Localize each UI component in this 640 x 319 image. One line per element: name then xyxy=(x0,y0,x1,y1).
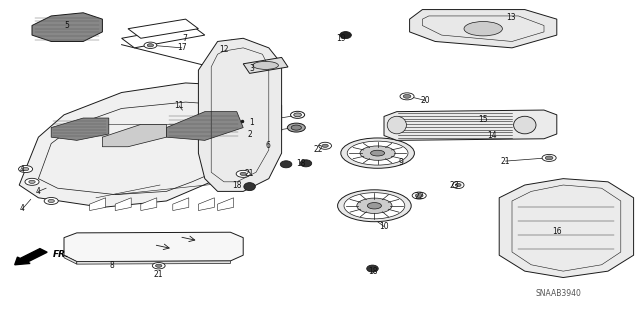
Ellipse shape xyxy=(287,123,305,132)
Polygon shape xyxy=(384,110,557,140)
Ellipse shape xyxy=(367,203,381,209)
Polygon shape xyxy=(64,232,243,262)
Polygon shape xyxy=(77,261,230,264)
Text: 21: 21 xyxy=(501,157,510,166)
Polygon shape xyxy=(410,10,557,48)
Polygon shape xyxy=(90,198,106,211)
Ellipse shape xyxy=(152,263,165,269)
Text: 16: 16 xyxy=(552,227,562,236)
Ellipse shape xyxy=(29,180,35,183)
Text: 22: 22 xyxy=(314,145,323,154)
FancyArrow shape xyxy=(15,249,47,265)
Text: 3: 3 xyxy=(249,64,254,73)
Text: 14: 14 xyxy=(486,131,497,140)
Text: 17: 17 xyxy=(177,43,187,52)
Ellipse shape xyxy=(464,21,502,36)
Text: 6: 6 xyxy=(265,141,270,150)
Text: FR.: FR. xyxy=(52,250,69,259)
Text: 5: 5 xyxy=(65,21,70,30)
Ellipse shape xyxy=(291,125,301,130)
Text: 1: 1 xyxy=(249,118,254,127)
Ellipse shape xyxy=(240,172,246,175)
Ellipse shape xyxy=(25,178,39,185)
Polygon shape xyxy=(32,13,102,41)
Text: 8: 8 xyxy=(109,261,115,270)
Text: 18: 18 xyxy=(296,159,305,168)
Ellipse shape xyxy=(44,197,58,204)
Text: 22: 22 xyxy=(415,192,424,201)
Polygon shape xyxy=(198,198,214,211)
Ellipse shape xyxy=(403,94,411,98)
Text: 18: 18 xyxy=(368,267,377,276)
Polygon shape xyxy=(115,198,131,211)
Ellipse shape xyxy=(513,116,536,134)
Polygon shape xyxy=(141,198,157,211)
Polygon shape xyxy=(64,255,77,264)
Text: 20: 20 xyxy=(420,96,431,105)
Ellipse shape xyxy=(19,166,33,173)
Text: 18: 18 xyxy=(232,181,241,189)
Ellipse shape xyxy=(412,192,426,199)
Ellipse shape xyxy=(156,264,162,267)
Ellipse shape xyxy=(347,141,408,165)
Ellipse shape xyxy=(360,146,396,160)
Text: 21: 21 xyxy=(154,270,163,279)
Polygon shape xyxy=(128,19,198,38)
Ellipse shape xyxy=(244,182,255,191)
Ellipse shape xyxy=(300,160,312,167)
Text: 10: 10 xyxy=(379,222,389,231)
Ellipse shape xyxy=(147,44,154,47)
Polygon shape xyxy=(218,198,234,211)
Ellipse shape xyxy=(322,144,328,147)
Ellipse shape xyxy=(344,193,404,219)
Text: 11: 11 xyxy=(175,101,184,110)
Text: 12: 12 xyxy=(220,45,228,54)
Text: 4: 4 xyxy=(20,204,25,213)
Text: 4: 4 xyxy=(20,165,25,174)
Text: 15: 15 xyxy=(478,115,488,124)
Ellipse shape xyxy=(48,199,54,203)
Polygon shape xyxy=(243,57,288,73)
Ellipse shape xyxy=(294,113,301,117)
Ellipse shape xyxy=(400,93,414,100)
Polygon shape xyxy=(19,83,282,207)
Ellipse shape xyxy=(340,138,415,168)
Ellipse shape xyxy=(338,190,412,222)
Polygon shape xyxy=(499,179,634,278)
Text: 23: 23 xyxy=(449,181,460,189)
Ellipse shape xyxy=(253,61,278,70)
Text: 13: 13 xyxy=(506,13,516,22)
Text: 7: 7 xyxy=(182,34,187,43)
Polygon shape xyxy=(102,124,166,147)
Ellipse shape xyxy=(542,154,556,161)
Polygon shape xyxy=(173,198,189,211)
Polygon shape xyxy=(198,38,282,191)
Polygon shape xyxy=(51,118,109,140)
Ellipse shape xyxy=(319,142,332,149)
Ellipse shape xyxy=(452,182,464,189)
Ellipse shape xyxy=(367,265,378,272)
Text: 19: 19 xyxy=(336,34,346,43)
Ellipse shape xyxy=(456,183,461,187)
Ellipse shape xyxy=(22,167,29,171)
Text: SNAAB3940: SNAAB3940 xyxy=(535,289,581,298)
Ellipse shape xyxy=(340,32,351,39)
Text: 21: 21 xyxy=(245,169,254,178)
Text: 9: 9 xyxy=(398,158,403,167)
Ellipse shape xyxy=(415,194,423,197)
Ellipse shape xyxy=(371,150,385,156)
Ellipse shape xyxy=(236,170,250,177)
Polygon shape xyxy=(122,26,205,48)
Ellipse shape xyxy=(144,42,157,48)
Ellipse shape xyxy=(387,116,406,134)
Ellipse shape xyxy=(280,161,292,168)
Polygon shape xyxy=(166,112,243,140)
Text: 2: 2 xyxy=(247,130,252,139)
Ellipse shape xyxy=(357,198,392,213)
Ellipse shape xyxy=(545,156,553,160)
Text: 4: 4 xyxy=(36,187,41,196)
Ellipse shape xyxy=(291,111,305,118)
